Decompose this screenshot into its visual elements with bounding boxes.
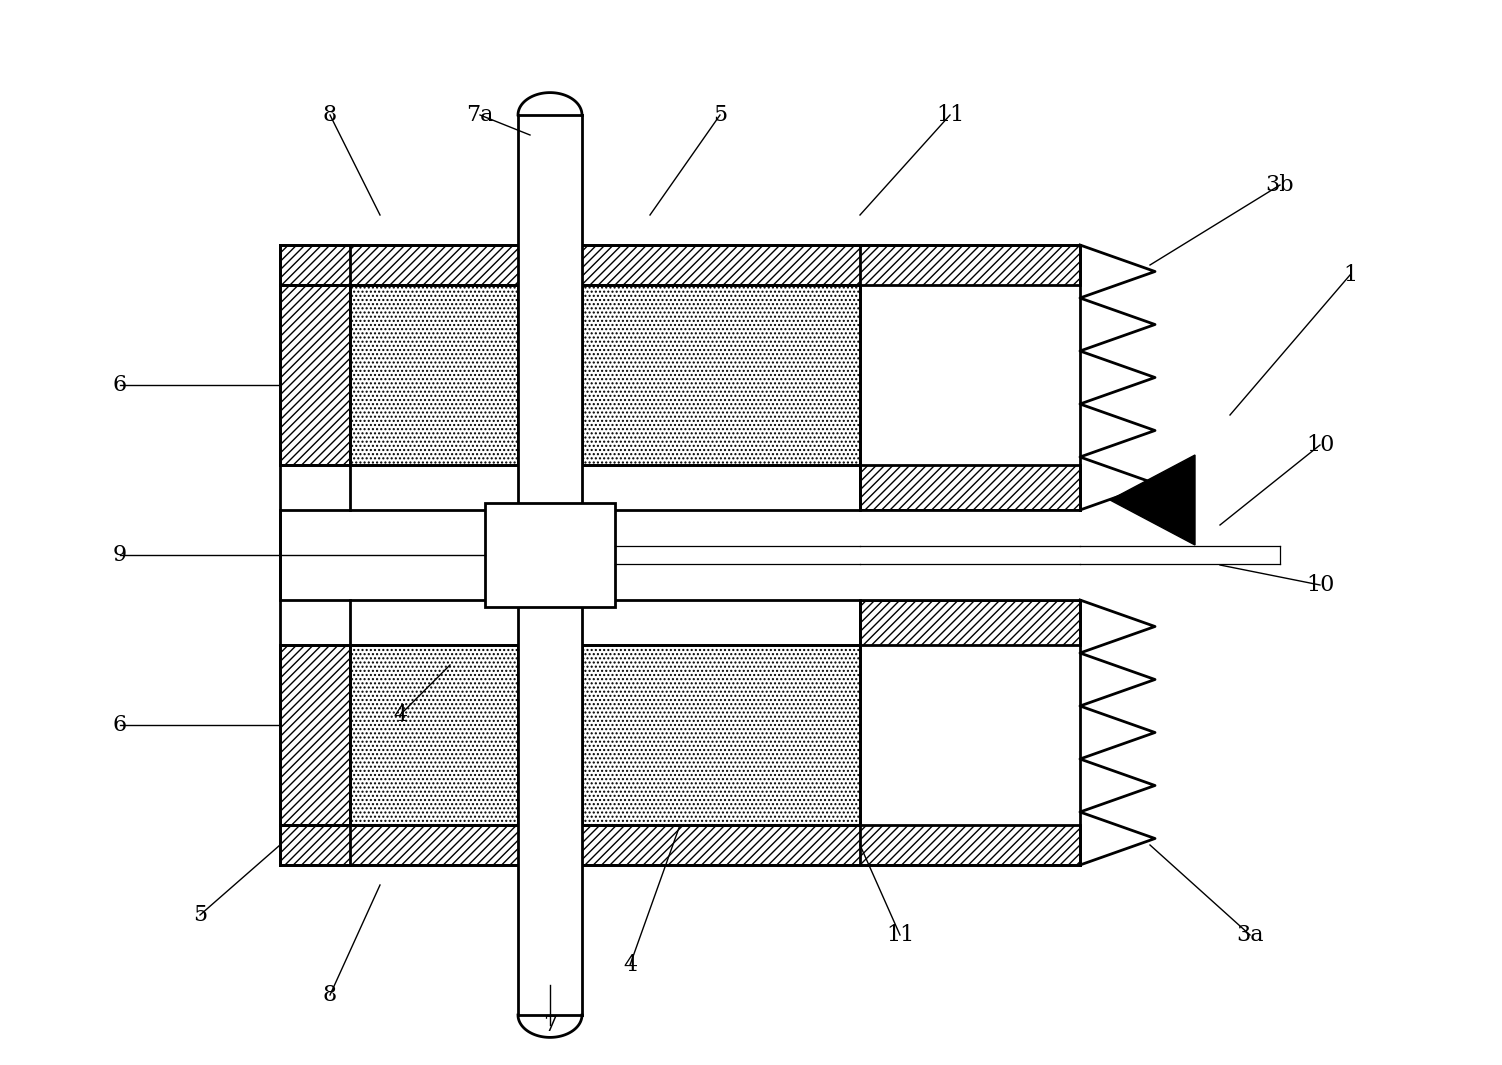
Bar [518, 115, 581, 1015]
Text: 8: 8 [323, 104, 336, 126]
Text: 6: 6 [113, 714, 128, 736]
Bar [581, 645, 861, 825]
Bar [279, 245, 1080, 865]
Text: 11: 11 [886, 924, 915, 946]
Bar [485, 503, 614, 607]
Text: 7: 7 [542, 1014, 557, 1036]
Bar [350, 645, 518, 825]
Text: 7a: 7a [466, 104, 494, 126]
Text: 10: 10 [1305, 435, 1334, 456]
Bar [581, 285, 861, 465]
Bar [279, 245, 1080, 285]
Text: 11: 11 [936, 104, 964, 126]
Text: 10: 10 [1305, 574, 1334, 596]
Bar [279, 645, 350, 825]
Bar [350, 285, 518, 465]
Text: 1: 1 [1343, 264, 1358, 286]
Text: 5: 5 [713, 104, 727, 126]
Text: 3b: 3b [1266, 174, 1295, 196]
Text: 4: 4 [394, 704, 407, 726]
Text: 8: 8 [323, 984, 336, 1006]
Text: 9: 9 [113, 544, 128, 566]
Polygon shape [1110, 455, 1196, 545]
Text: 4: 4 [623, 954, 637, 976]
Text: 5: 5 [192, 904, 207, 925]
Bar [279, 285, 350, 465]
Bar [861, 600, 1080, 645]
Bar [279, 510, 1080, 600]
Text: 3a: 3a [1236, 924, 1263, 946]
Bar [279, 825, 1080, 865]
Text: 6: 6 [113, 374, 128, 396]
Bar [861, 465, 1080, 510]
